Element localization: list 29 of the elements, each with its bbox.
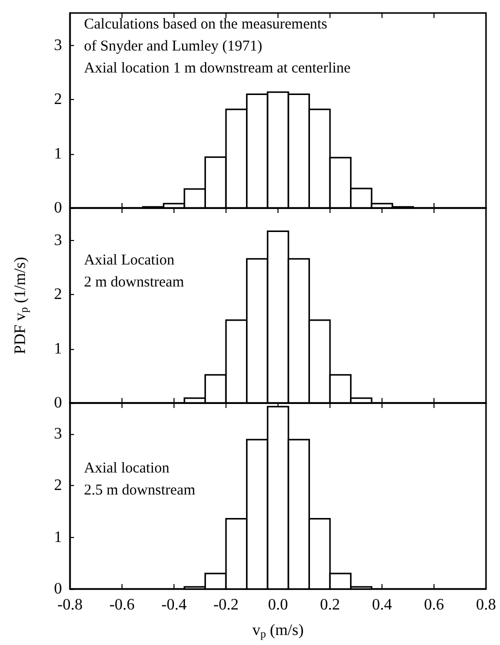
annotation: of Snyder and Lumley (1971) bbox=[84, 38, 262, 54]
y-tick-label: 3 bbox=[54, 37, 62, 54]
y-tick-label: 1 bbox=[54, 340, 62, 358]
x-tick-label: 0.0 bbox=[268, 596, 288, 614]
x-tick-label: -0.6 bbox=[109, 596, 135, 614]
y-tick-label: 2 bbox=[54, 286, 62, 304]
y-tick-label: 3 bbox=[54, 232, 62, 249]
x-tick-label: -0.8 bbox=[57, 596, 83, 614]
annotation: Axial location bbox=[84, 460, 170, 476]
x-tick-label: 0.4 bbox=[372, 596, 392, 614]
y-tick-label: 2 bbox=[54, 477, 62, 494]
y-tick-label: 0 bbox=[54, 394, 62, 412]
x-tick-label: -0.2 bbox=[213, 596, 239, 614]
annotation: 2.5 m downstream bbox=[84, 482, 196, 498]
y-axis-title: PDF vp (1/m/s) bbox=[12, 256, 30, 354]
y-tick-label: 2 bbox=[54, 91, 62, 108]
y-tick-label: 1 bbox=[54, 145, 62, 162]
x-tick-label: 0.6 bbox=[424, 596, 444, 614]
annotation: Axial Location bbox=[84, 252, 175, 268]
y-tick-label: 1 bbox=[54, 528, 62, 546]
y-tick-label: 0 bbox=[54, 580, 62, 598]
annotation: 2 m downstream bbox=[84, 274, 184, 290]
x-tick-label: 0.8 bbox=[476, 596, 496, 614]
annotation: Axial location 1 m downstream at centerline bbox=[84, 60, 351, 76]
x-tick-label: 0.2 bbox=[320, 596, 340, 614]
y-tick-label: 0 bbox=[54, 200, 62, 216]
annotation: Calculations based on the measurements bbox=[84, 16, 328, 32]
x-tick-label: -0.4 bbox=[161, 596, 187, 614]
y-tick-label: 3 bbox=[54, 426, 62, 442]
